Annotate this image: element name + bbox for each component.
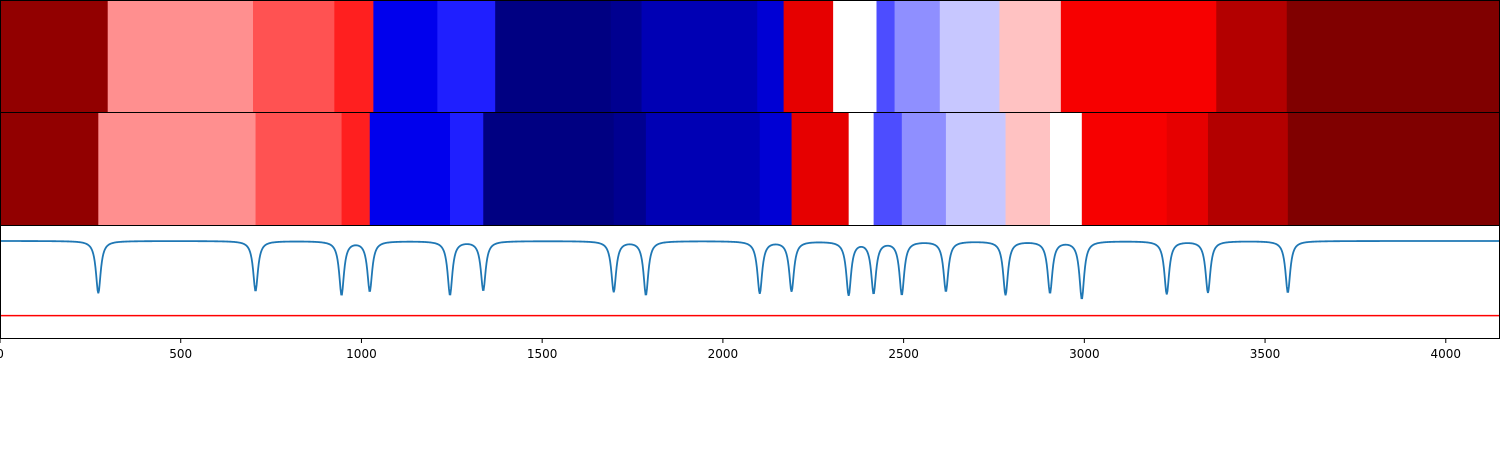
x-tick-label: 3500 (1250, 347, 1281, 361)
heatmap-cell (999, 1, 1062, 112)
heatmap-cell (0, 113, 99, 225)
line-panel-frame (0, 225, 1500, 339)
heatmap-cell (107, 1, 254, 112)
heatmap-cell (369, 113, 451, 225)
heatmap-cell (833, 1, 878, 112)
heatmap-cell (848, 113, 875, 225)
heatmap-cell (495, 1, 612, 112)
heatmap-cell (894, 1, 941, 112)
series-line (0, 240, 1500, 300)
heatmap-cell (873, 113, 903, 225)
heatmap-cell (437, 1, 496, 112)
heatmap-cell (341, 113, 371, 225)
heatmap-cell (450, 113, 484, 225)
x-tick-label: 3000 (1069, 347, 1100, 361)
heatmap-cell (483, 113, 615, 225)
heatmap-cell (1060, 1, 1217, 112)
heatmap-cell (759, 113, 793, 225)
heatmap-cell (1286, 1, 1500, 112)
heatmap-cell (1081, 113, 1168, 225)
x-tick-label: 4000 (1431, 347, 1462, 361)
heatmap-cell (613, 113, 647, 225)
heatmap-cell (641, 1, 758, 112)
heatmap-cell (791, 113, 850, 225)
heatmap-cell (0, 1, 109, 112)
heatmap-cell (1005, 113, 1051, 225)
heatmap-cell (334, 1, 374, 112)
heatmap-cell (98, 113, 257, 225)
heatmap-cell (901, 113, 947, 225)
heatmap-cell (1287, 113, 1500, 225)
heatmap-cell (1050, 113, 1083, 225)
x-tick-label: 1500 (527, 347, 558, 361)
x-tick-label: 2500 (888, 347, 919, 361)
heatmap-cell (645, 113, 761, 225)
heatmap-cell (373, 1, 438, 112)
heatmap-cell (945, 113, 1007, 225)
heatmap-cell (757, 1, 785, 112)
x-tick-label: 2000 (708, 347, 739, 361)
x-tick-label: 500 (169, 347, 192, 361)
heatmap-cell (939, 1, 1000, 112)
heatmap-cell (1166, 113, 1209, 225)
heatmap-cell (610, 1, 643, 112)
heatmap-cell (253, 1, 335, 112)
heatmap-cell (1207, 113, 1289, 225)
x-tick-label: 1000 (346, 347, 377, 361)
x-tick-label: 0 (0, 347, 4, 361)
heatmap-cell (255, 113, 343, 225)
heatmap-cell (783, 1, 834, 112)
heatmap-cell (1216, 1, 1288, 112)
heatmap-cell (876, 1, 896, 112)
